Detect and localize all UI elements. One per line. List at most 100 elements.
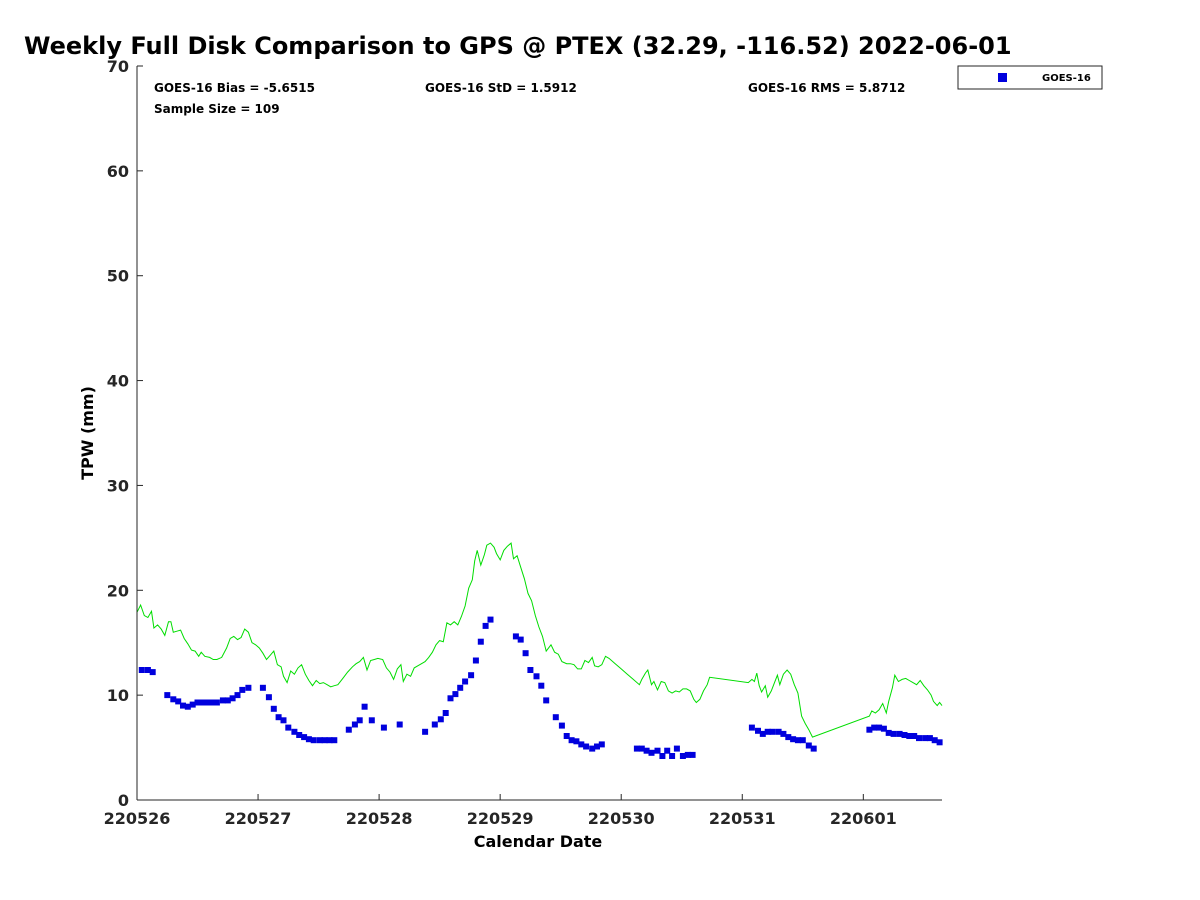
- goes-16-point: [810, 745, 817, 752]
- goes-16-point: [871, 724, 878, 731]
- goes-16-point: [468, 672, 475, 679]
- goes-16-point: [885, 729, 892, 736]
- goes-16-point: [368, 717, 375, 724]
- goes-16-point: [799, 737, 806, 744]
- y-tick-label: 60: [107, 162, 129, 181]
- goes-16-point: [583, 743, 590, 750]
- goes-16-point: [234, 692, 241, 699]
- x-tick-label: 220530: [588, 809, 655, 828]
- goes-16-point: [689, 751, 696, 758]
- goes-16-point: [527, 667, 534, 673]
- goes-16-point: [245, 684, 252, 691]
- goes-16-point: [396, 721, 403, 728]
- gps-series: [136, 542, 943, 738]
- gps-line: [136, 542, 943, 738]
- goes-16-point: [310, 737, 317, 744]
- goes-16-point: [568, 737, 575, 744]
- goes-16-point: [361, 703, 368, 710]
- goes-16-point: [926, 735, 933, 742]
- y-tick-label: 20: [107, 581, 129, 600]
- stats-annotations: GOES-16 Bias = -5.6515 GOES-16 StD = 1.5…: [154, 81, 905, 116]
- y-tick-label: 10: [107, 686, 129, 705]
- goes-16-point: [331, 737, 338, 744]
- goes-16-point: [748, 724, 755, 731]
- goes-16-point: [543, 697, 550, 704]
- goes-16-point: [764, 728, 771, 735]
- y-tick-label: 50: [107, 267, 129, 286]
- goes-16-point: [184, 703, 191, 710]
- goes-16-point: [149, 669, 156, 676]
- x-tick-label: 220601: [830, 809, 897, 828]
- goes-16-point: [790, 736, 797, 743]
- goes-16-point: [648, 749, 655, 756]
- rms-stat: GOES-16 RMS = 5.8712: [748, 81, 905, 95]
- goes-16-point: [512, 633, 519, 640]
- goes-16-point: [194, 699, 201, 706]
- goes-16-point: [326, 737, 333, 744]
- axes: 0 10 20 30 40 50 60 70 220526 220527 220528 220529…: [104, 57, 942, 828]
- goes-16-point: [664, 747, 671, 754]
- goes-16-point: [673, 745, 680, 752]
- goes-16-point: [906, 733, 913, 739]
- goes-16-point: [775, 728, 782, 735]
- goes-16-point: [356, 717, 363, 724]
- goes-16-point: [517, 636, 524, 643]
- goes-16-point: [896, 730, 903, 737]
- y-tick-label: 30: [107, 476, 129, 495]
- y-ticks: 0 10 20 30 40 50 60 70: [107, 57, 143, 810]
- goes-16-point: [259, 684, 266, 691]
- goes-16-point: [280, 717, 287, 724]
- goes-16-point: [437, 716, 444, 723]
- goes-16-point: [321, 737, 328, 744]
- goes-16-point: [219, 697, 226, 704]
- goes-16-point: [144, 667, 151, 673]
- goes-16-point: [199, 699, 206, 706]
- goes-16-point: [175, 698, 182, 705]
- legend: GOES-16: [957, 65, 1103, 90]
- goes-16-point: [876, 724, 883, 731]
- goes-16-point: [890, 730, 897, 737]
- legend-label: GOES-16: [1042, 73, 1091, 84]
- goes-16-point: [442, 710, 449, 716]
- goes-16-point: [633, 745, 640, 752]
- goes-16-series: [138, 616, 943, 759]
- x-tick-label: 220526: [104, 809, 171, 828]
- goes-16-point: [785, 734, 792, 741]
- goes-16-point: [164, 692, 171, 699]
- goes-16-point: [213, 699, 220, 706]
- goes-16-point: [880, 725, 887, 732]
- y-tick-label: 70: [107, 57, 129, 76]
- goes-16-point: [780, 730, 787, 737]
- goes-16-point: [643, 747, 650, 754]
- goes-16-point: [316, 737, 323, 744]
- goes-16-point: [422, 728, 429, 735]
- goes-16-point: [563, 733, 570, 739]
- goes-16-point: [138, 667, 145, 673]
- goes-16-point: [351, 721, 358, 728]
- bias-stat: GOES-16 Bias = -5.6515: [154, 81, 315, 95]
- sample-size-stat: Sample Size = 109: [154, 102, 280, 116]
- goes-16-point: [301, 734, 308, 741]
- goes-16-point: [305, 736, 312, 743]
- goes-16-point: [598, 741, 605, 748]
- goes-16-point: [573, 738, 580, 745]
- goes-16-point: [936, 739, 943, 746]
- goes-16-point: [931, 737, 938, 744]
- goes-16-point: [452, 691, 459, 698]
- goes-16-point: [285, 724, 292, 731]
- goes-16-point: [922, 735, 929, 742]
- goes-16-point: [654, 747, 661, 754]
- goes-16-point: [477, 638, 484, 645]
- goes-16-point: [462, 678, 469, 685]
- goes-16-point: [558, 722, 565, 729]
- y-axis-label: TPW (mm): [78, 386, 97, 480]
- x-ticks: 220526 220527 220528 220529 220530 220531 2206…: [104, 794, 897, 828]
- goes-16-point: [769, 728, 776, 735]
- goes-16-point: [669, 753, 676, 759]
- goes-16-point: [229, 695, 236, 702]
- goes-16-point: [189, 701, 196, 708]
- y-tick-label: 40: [107, 372, 129, 391]
- goes-16-point: [794, 737, 801, 744]
- goes-16-point: [457, 684, 464, 691]
